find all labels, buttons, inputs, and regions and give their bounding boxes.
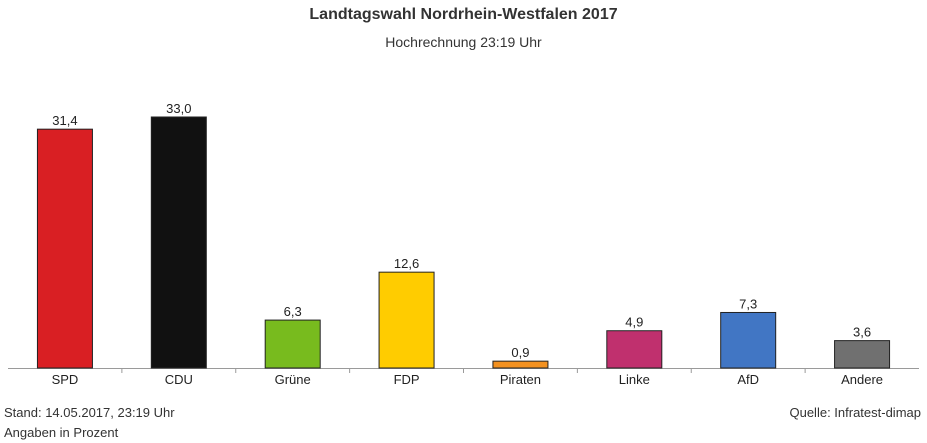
unit-note: Angaben in Prozent (4, 425, 119, 440)
source-text: Quelle: Infratest-dimap (789, 405, 921, 420)
bar-cdu (150, 116, 207, 369)
bar-fdp (378, 271, 435, 369)
category-label: SPD (52, 372, 79, 387)
category-label: CDU (165, 372, 193, 387)
bar-afd (720, 311, 777, 369)
value-label: 6,3 (284, 304, 302, 319)
bar-grüne (264, 319, 321, 369)
value-label: 7,3 (739, 296, 757, 311)
value-label: 12,6 (394, 256, 419, 271)
chart-subtitle: Hochrechnung 23:19 Uhr (385, 34, 542, 50)
value-label: 4,9 (625, 315, 643, 330)
category-label: Grüne (275, 372, 311, 387)
chart-title: Landtagswahl Nordrhein-Westfalen 2017 (309, 6, 618, 23)
bar-piraten (492, 360, 549, 369)
bar-andere (834, 340, 891, 369)
category-label: FDP (394, 372, 420, 387)
category-label: Andere (841, 372, 883, 387)
category-label: Piraten (500, 372, 541, 387)
value-label: 3,6 (853, 325, 871, 340)
value-label: 31,4 (52, 113, 77, 128)
category-label: AfD (737, 372, 759, 387)
stand-text: Stand: 14.05.2017, 23:19 Uhr (4, 405, 175, 420)
bar-spd (36, 128, 93, 369)
footer-left: Stand: 14.05.2017, 23:19 Uhr Angaben in … (4, 403, 175, 443)
category-label: Linke (619, 372, 650, 387)
value-label: 33,0 (166, 101, 191, 116)
bar-linke (606, 330, 663, 369)
value-label: 0,9 (511, 345, 529, 360)
